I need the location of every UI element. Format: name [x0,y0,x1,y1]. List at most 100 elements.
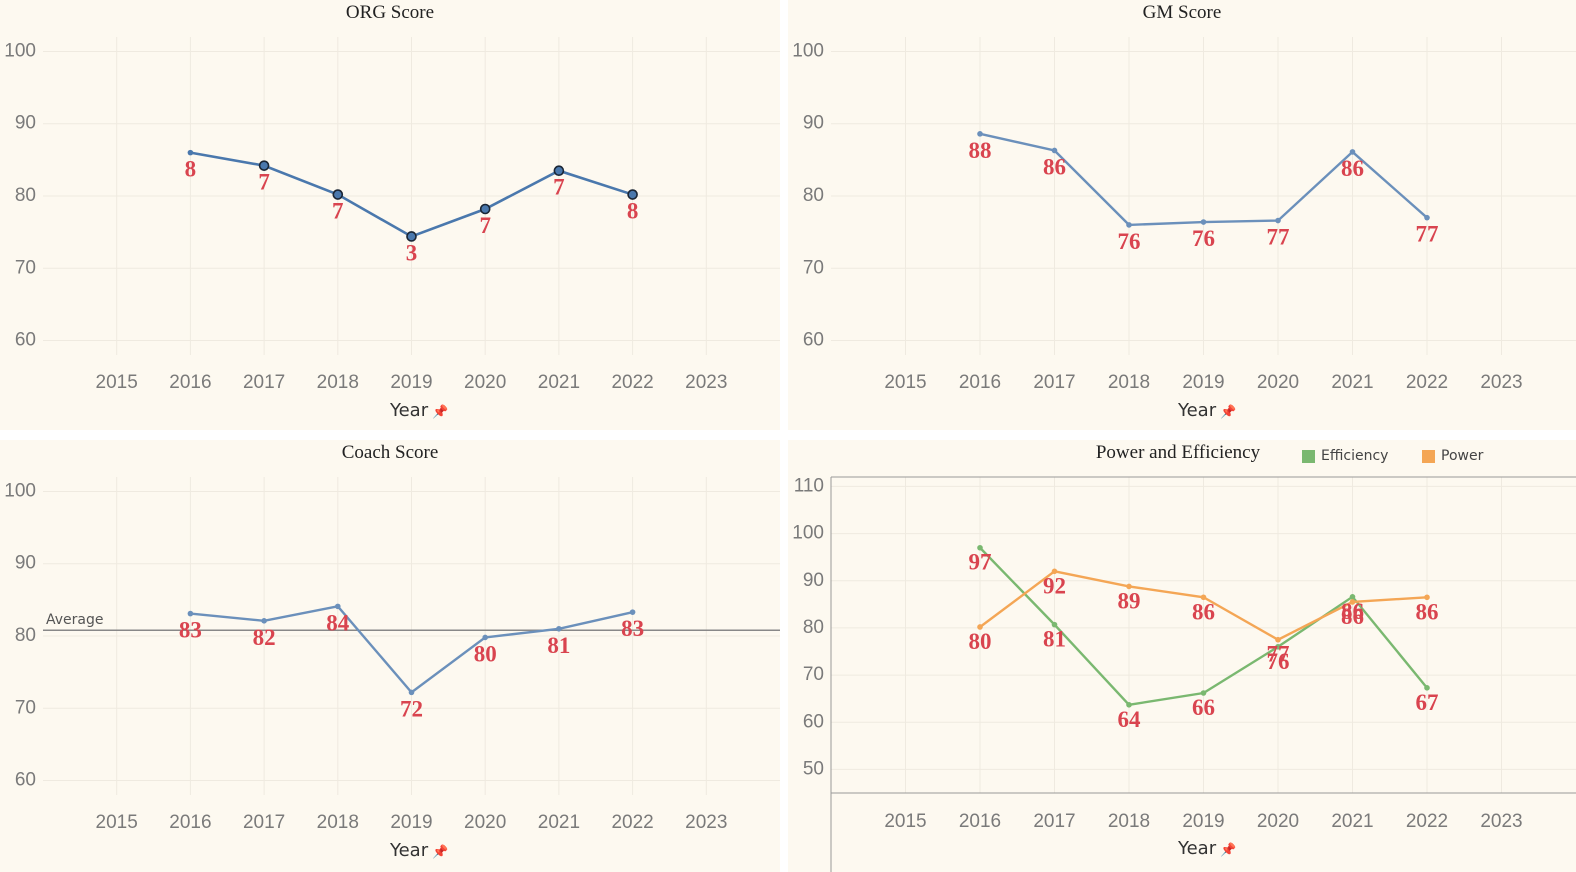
x-tick-label: 2020 [464,812,506,833]
data-label: 86 [1192,599,1215,624]
pin-icon[interactable]: 📌 [432,405,449,420]
data-point [1200,594,1207,601]
legend-power[interactable]: Power [1422,448,1483,464]
data-point [1051,147,1058,154]
data-label: 7 [332,199,344,224]
data-label: 80 [474,641,497,666]
x-tick-label: 2022 [1406,372,1448,393]
chart-title: Coach Score [341,442,439,463]
data-point [1126,222,1132,228]
pin-icon[interactable]: 📌 [1220,843,1237,858]
org-score-chart: 2015 2016 2017 2018 2019 2020 2021 2022 2023 60 70… [4,37,780,393]
power-efficiency-panel: Power and Efficiency Efficiency Power 20… [788,440,1576,872]
y-tick-label: 70 [15,697,36,718]
x-tick-label: 2021 [538,812,580,833]
y-tick-label: 70 [803,664,824,685]
x-tick-label: 2021 [1331,372,1373,393]
x-tick-label: 2016 [959,372,1001,393]
data-point [627,189,638,200]
data-point [1126,702,1132,708]
y-tick-label: 100 [792,523,824,544]
data-label: 80 [969,629,992,654]
x-tick-label: 2018 [1108,811,1150,832]
y-tick-label: 60 [15,770,36,791]
legend-efficiency[interactable]: Efficiency [1302,448,1388,464]
data-label: 8 [185,157,197,182]
data-label: 81 [1043,627,1066,652]
power-efficiency-chart: 2015 2016 2017 2018 2019 2020 2021 2022 2023 50 60… [792,475,1576,872]
x-tick-label: 2020 [1257,811,1299,832]
data-point [977,131,983,137]
data-point [1051,621,1058,628]
x-tick-label: 2023 [685,372,727,393]
x-axis-label: Year 📌 [390,400,448,421]
x-tick-label: 2020 [1257,372,1299,393]
y-tick-label: 70 [15,257,36,278]
pin-icon[interactable]: 📌 [432,845,449,860]
org-score-panel: ORG Score 2015 2016 2017 2018 2019 2020 2021 20… [0,0,780,430]
legend-label: Efficiency [1321,448,1389,464]
data-point [1424,594,1430,601]
y-tick-label: 90 [803,570,824,591]
x-axis-label: Year 📌 [1178,400,1236,421]
data-label: 88 [969,138,992,163]
y-tick-label: 80 [803,617,824,638]
data-point [977,624,983,630]
legend-swatch [1422,449,1435,463]
x-tick-label: 2016 [169,372,211,393]
data-label: 83 [179,618,202,643]
data-point [187,149,194,156]
coach-score-chart: 2015 2016 2017 2018 2019 2020 2021 2022 2023 60 70… [4,477,780,833]
data-point [1424,214,1430,221]
legend-label: Power [1441,448,1484,464]
data-label: 84 [326,610,350,635]
data-point [479,203,491,215]
x-tick-label: 2023 [1480,372,1522,393]
data-label: 7 [553,175,565,200]
x-axis-label-text: Year [390,840,429,861]
data-point [1349,593,1356,600]
x-tick-label: 2017 [243,812,285,833]
data-point [258,160,270,171]
x-tick-label: 2019 [1182,372,1224,393]
data-point [1200,690,1207,696]
data-point [1051,568,1058,575]
data-point [1349,599,1356,605]
gm-score-panel: GM Score 2015 2016 2017 2018 2019 2020 2021 202… [788,0,1576,430]
data-point [977,544,983,551]
x-tick-label: 2018 [1108,372,1150,393]
x-tick-label: 2022 [611,812,653,833]
y-tick-label: 60 [803,330,824,351]
data-point [408,689,415,696]
x-tick-label: 2022 [611,372,653,393]
data-label: 92 [1043,573,1066,598]
data-point [629,609,636,615]
x-tick-label: 2017 [1033,811,1075,832]
data-point [335,603,341,610]
gm-score-chart: 2015 2016 2017 2018 2019 2020 2021 2022 2023 60 70… [792,37,1576,393]
average-reference-label: Average [46,612,104,628]
data-point [261,618,267,624]
y-tick-label: 90 [15,113,36,134]
data-point [1424,685,1430,691]
pin-icon[interactable]: 📌 [1220,405,1237,420]
x-tick-label: 2023 [685,812,727,833]
data-label: 66 [1192,695,1215,720]
data-point [332,189,344,200]
data-point [482,634,489,641]
x-tick-label: 2019 [390,372,432,393]
x-tick-label: 2018 [317,812,359,833]
data-label: 77 [1416,222,1439,247]
chart-title: Power and Efficiency [1095,442,1261,463]
data-label: 76 [1118,229,1141,254]
legend-swatch [1302,449,1315,463]
y-tick-label: 60 [803,711,824,732]
data-label: 86 [1341,156,1364,181]
x-tick-label: 2016 [169,812,211,833]
x-tick-label: 2021 [538,372,580,393]
data-point [1275,643,1281,650]
x-axis-label-text: Year [1178,838,1217,859]
x-tick-label: 2017 [1033,372,1075,393]
data-label: 67 [1416,690,1439,715]
data-label: 86 [1341,604,1364,629]
